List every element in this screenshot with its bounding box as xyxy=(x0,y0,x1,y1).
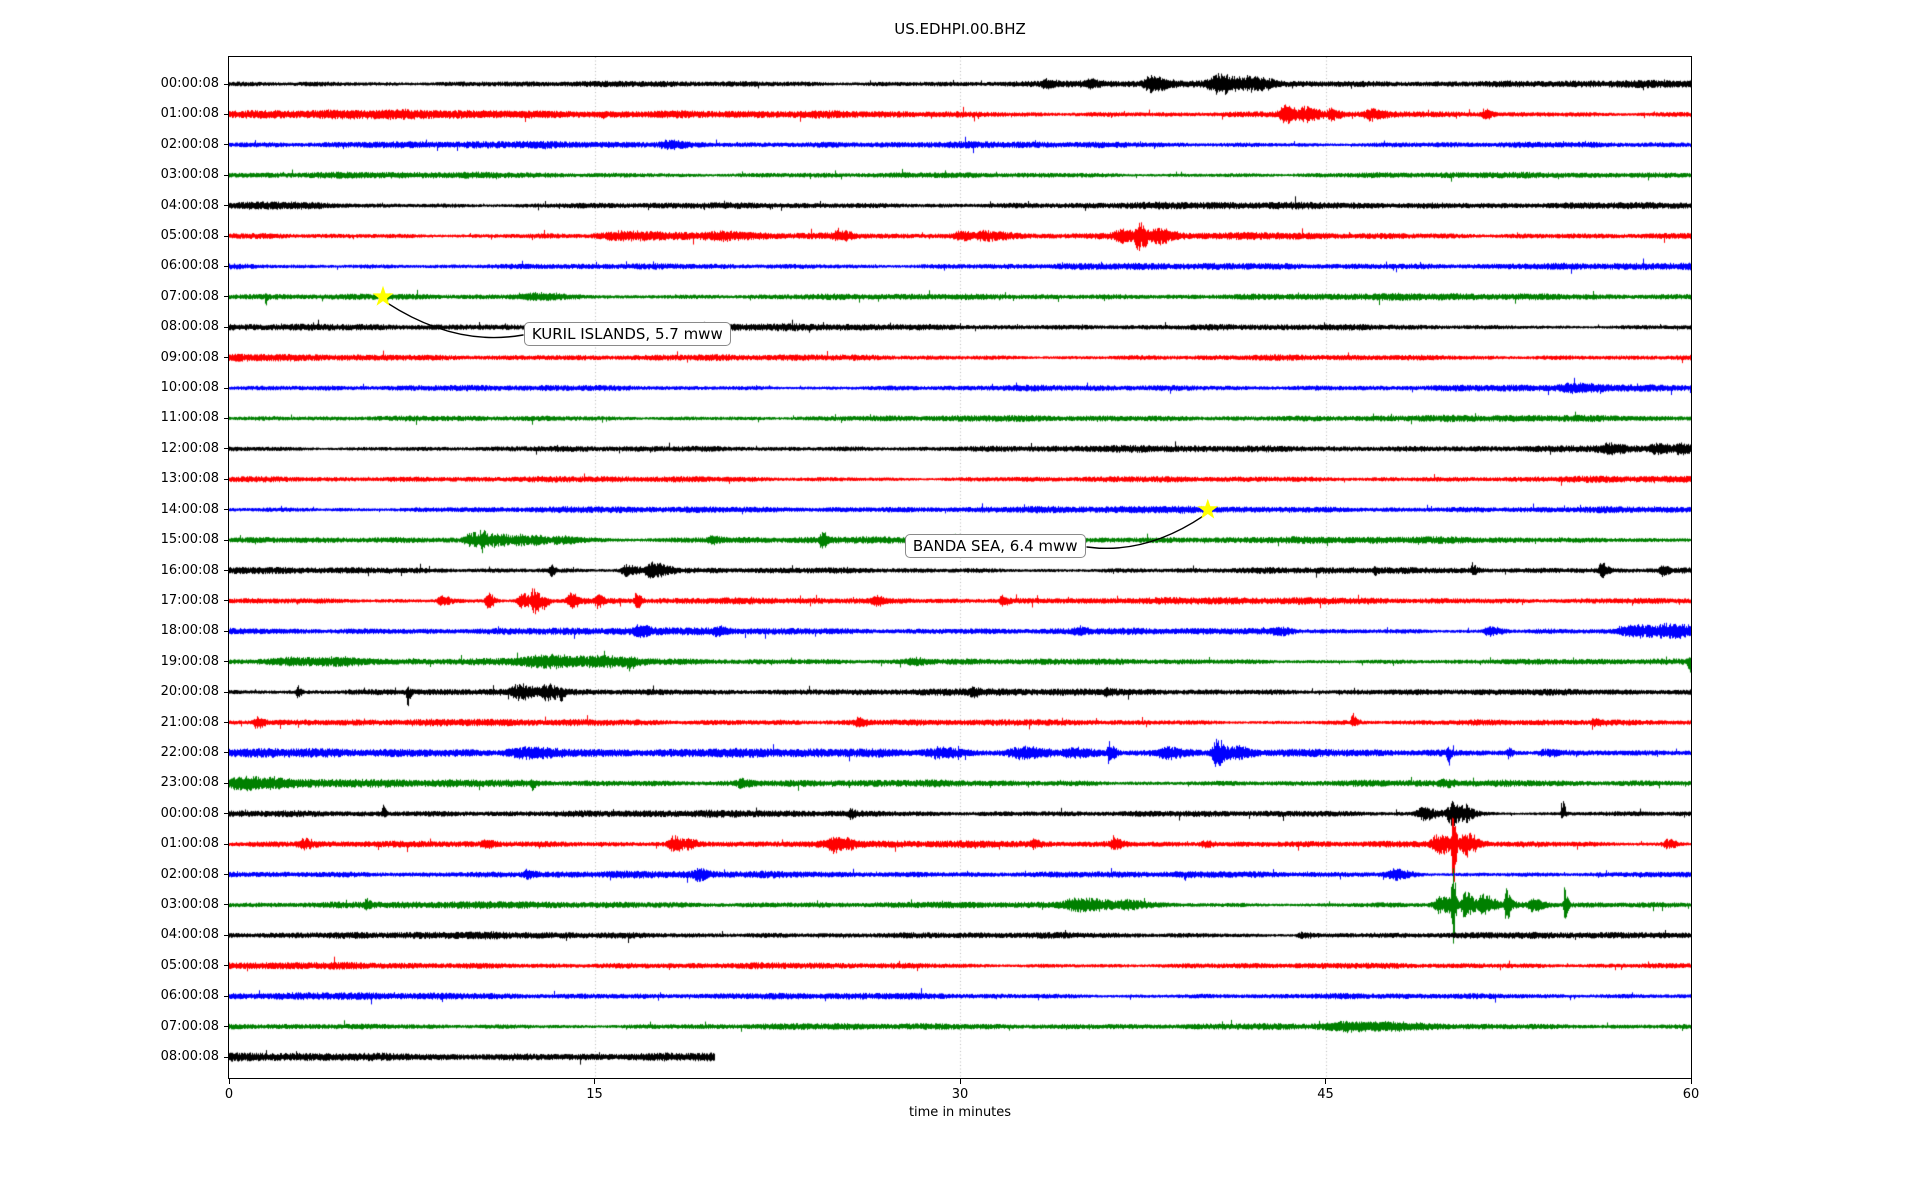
x-axis-label: time in minutes xyxy=(908,1105,1012,1120)
plot-title: US.EDHPI.00.BHZ xyxy=(894,20,1026,38)
y-tick-mark xyxy=(224,630,229,632)
x-tick-label: 30 xyxy=(951,1087,969,1102)
x-tick-mark xyxy=(959,1079,961,1084)
y-tick-label: 11:00:08 xyxy=(160,410,219,426)
y-tick-label: 18:00:08 xyxy=(160,623,219,639)
y-tick-mark xyxy=(224,722,229,724)
y-tick-label: 16:00:08 xyxy=(160,562,219,578)
y-tick-mark xyxy=(224,265,229,267)
y-tick-mark xyxy=(224,843,229,845)
y-tick-mark xyxy=(224,357,229,359)
plot-area: KURIL ISLANDS, 5.7 mww BANDA SEA, 6.4 mw… xyxy=(228,56,1692,1079)
y-tick-label: 05:00:08 xyxy=(160,957,219,973)
y-tick-mark xyxy=(224,691,229,693)
y-tick-label: 02:00:08 xyxy=(160,136,219,152)
x-tick-mark xyxy=(228,1079,230,1084)
y-tick-label: 02:00:08 xyxy=(160,866,219,882)
y-tick-label: 10:00:08 xyxy=(160,380,219,396)
y-tick-label: 04:00:08 xyxy=(160,927,219,943)
y-tick-mark xyxy=(224,570,229,571)
y-tick-mark xyxy=(224,83,229,85)
x-tick-label: 15 xyxy=(586,1087,603,1102)
y-tick-label: 04:00:08 xyxy=(160,197,219,213)
y-tick-mark xyxy=(224,904,229,906)
y-tick-label: 12:00:08 xyxy=(160,440,219,456)
y-tick-mark xyxy=(224,1026,229,1028)
y-tick-label: 14:00:08 xyxy=(160,501,219,517)
y-tick-label: 13:00:08 xyxy=(160,471,219,487)
y-tick-label: 03:00:08 xyxy=(160,896,219,912)
y-tick-label: 21:00:08 xyxy=(160,714,219,730)
y-tick-label: 08:00:08 xyxy=(160,319,219,335)
y-tick-label: 00:00:08 xyxy=(160,76,219,91)
y-tick-mark xyxy=(224,661,229,663)
y-tick-label: 01:00:08 xyxy=(160,106,219,122)
y-tick-mark xyxy=(224,387,229,389)
y-tick-label: 15:00:08 xyxy=(160,532,219,548)
y-tick-mark xyxy=(224,995,229,997)
y-tick-mark xyxy=(224,539,229,541)
y-tick-mark xyxy=(224,600,229,602)
x-tick-label: 0 xyxy=(224,1087,234,1102)
y-tick-label: 19:00:08 xyxy=(160,653,219,669)
y-tick-label: 23:00:08 xyxy=(160,775,219,791)
y-tick-label: 00:00:08 xyxy=(160,805,219,821)
y-tick-label: 07:00:08 xyxy=(160,288,219,304)
y-tick-label: 01:00:08 xyxy=(160,836,219,852)
y-tick-mark xyxy=(224,782,229,784)
x-tick-mark xyxy=(594,1079,595,1084)
y-tick-mark xyxy=(224,965,229,967)
y-tick-mark xyxy=(224,478,229,480)
event-annotation-kuril: KURIL ISLANDS, 5.7 mww xyxy=(523,321,731,346)
y-tick-mark xyxy=(224,417,229,419)
y-tick-mark xyxy=(224,874,229,876)
x-tick-mark xyxy=(1690,1079,1692,1084)
x-tick-label: 60 xyxy=(1682,1087,1700,1102)
x-tick-label: 45 xyxy=(1317,1087,1334,1102)
trace-canvas xyxy=(229,57,1691,1078)
y-tick-label: 20:00:08 xyxy=(160,684,219,700)
y-tick-mark xyxy=(224,235,229,237)
y-tick-label: 08:00:08 xyxy=(160,1049,219,1064)
y-tick-mark xyxy=(224,174,229,176)
y-tick-label: 17:00:08 xyxy=(160,592,219,608)
y-tick-label: 06:00:08 xyxy=(160,258,219,274)
y-tick-label: 06:00:08 xyxy=(160,988,219,1004)
y-tick-label: 03:00:08 xyxy=(160,167,219,183)
y-tick-mark xyxy=(224,1056,229,1058)
y-tick-mark xyxy=(224,813,229,815)
y-tick-mark xyxy=(224,934,229,936)
y-tick-mark xyxy=(224,296,229,298)
y-tick-label: 09:00:08 xyxy=(160,349,219,365)
y-tick-mark xyxy=(224,752,229,754)
y-tick-label: 07:00:08 xyxy=(160,1018,219,1034)
y-tick-label: 22:00:08 xyxy=(160,744,219,760)
y-tick-mark xyxy=(224,144,229,146)
x-tick-mark xyxy=(1325,1079,1326,1084)
y-tick-mark xyxy=(224,326,229,328)
y-tick-mark xyxy=(224,113,229,115)
event-annotation-banda: BANDA SEA, 6.4 mww xyxy=(904,534,1086,559)
y-tick-mark xyxy=(224,205,229,207)
y-tick-mark xyxy=(224,509,229,511)
y-tick-mark xyxy=(224,448,229,450)
y-tick-label: 05:00:08 xyxy=(160,228,219,244)
